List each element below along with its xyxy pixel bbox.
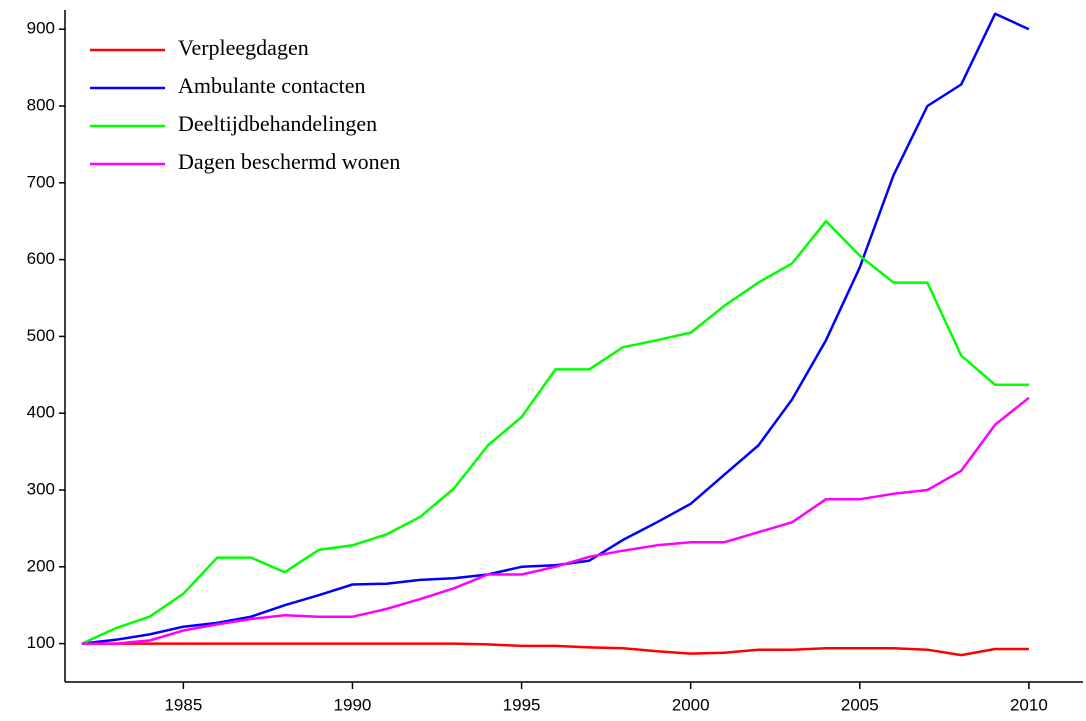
y-tick-label: 900 (27, 19, 55, 38)
x-tick-label: 1995 (503, 695, 541, 714)
y-tick-label: 400 (27, 403, 55, 422)
legend-label: Deeltijdbehandelingen (178, 111, 377, 136)
y-tick-label: 600 (27, 249, 55, 268)
legend-label: Dagen beschermd wonen (178, 149, 400, 174)
x-tick-label: 2005 (841, 695, 879, 714)
y-tick-label: 700 (27, 172, 55, 191)
series-line (81, 12, 1030, 645)
y-tick-label: 200 (27, 556, 55, 575)
y-tick-label: 800 (27, 95, 55, 114)
series-line (81, 396, 1030, 645)
y-tick-label: 100 (27, 633, 55, 652)
x-tick-label: 2000 (672, 695, 710, 714)
legend-label: Ambulante contacten (178, 73, 366, 98)
y-tick-label: 500 (27, 326, 55, 345)
y-tick-label: 300 (27, 479, 55, 498)
legend-label: Verpleegdagen (178, 35, 309, 60)
series-line (81, 642, 1029, 657)
x-tick-label: 2010 (1010, 695, 1048, 714)
x-tick-label: 1985 (164, 695, 202, 714)
series-line (81, 219, 1029, 645)
x-tick-label: 1990 (334, 695, 372, 714)
